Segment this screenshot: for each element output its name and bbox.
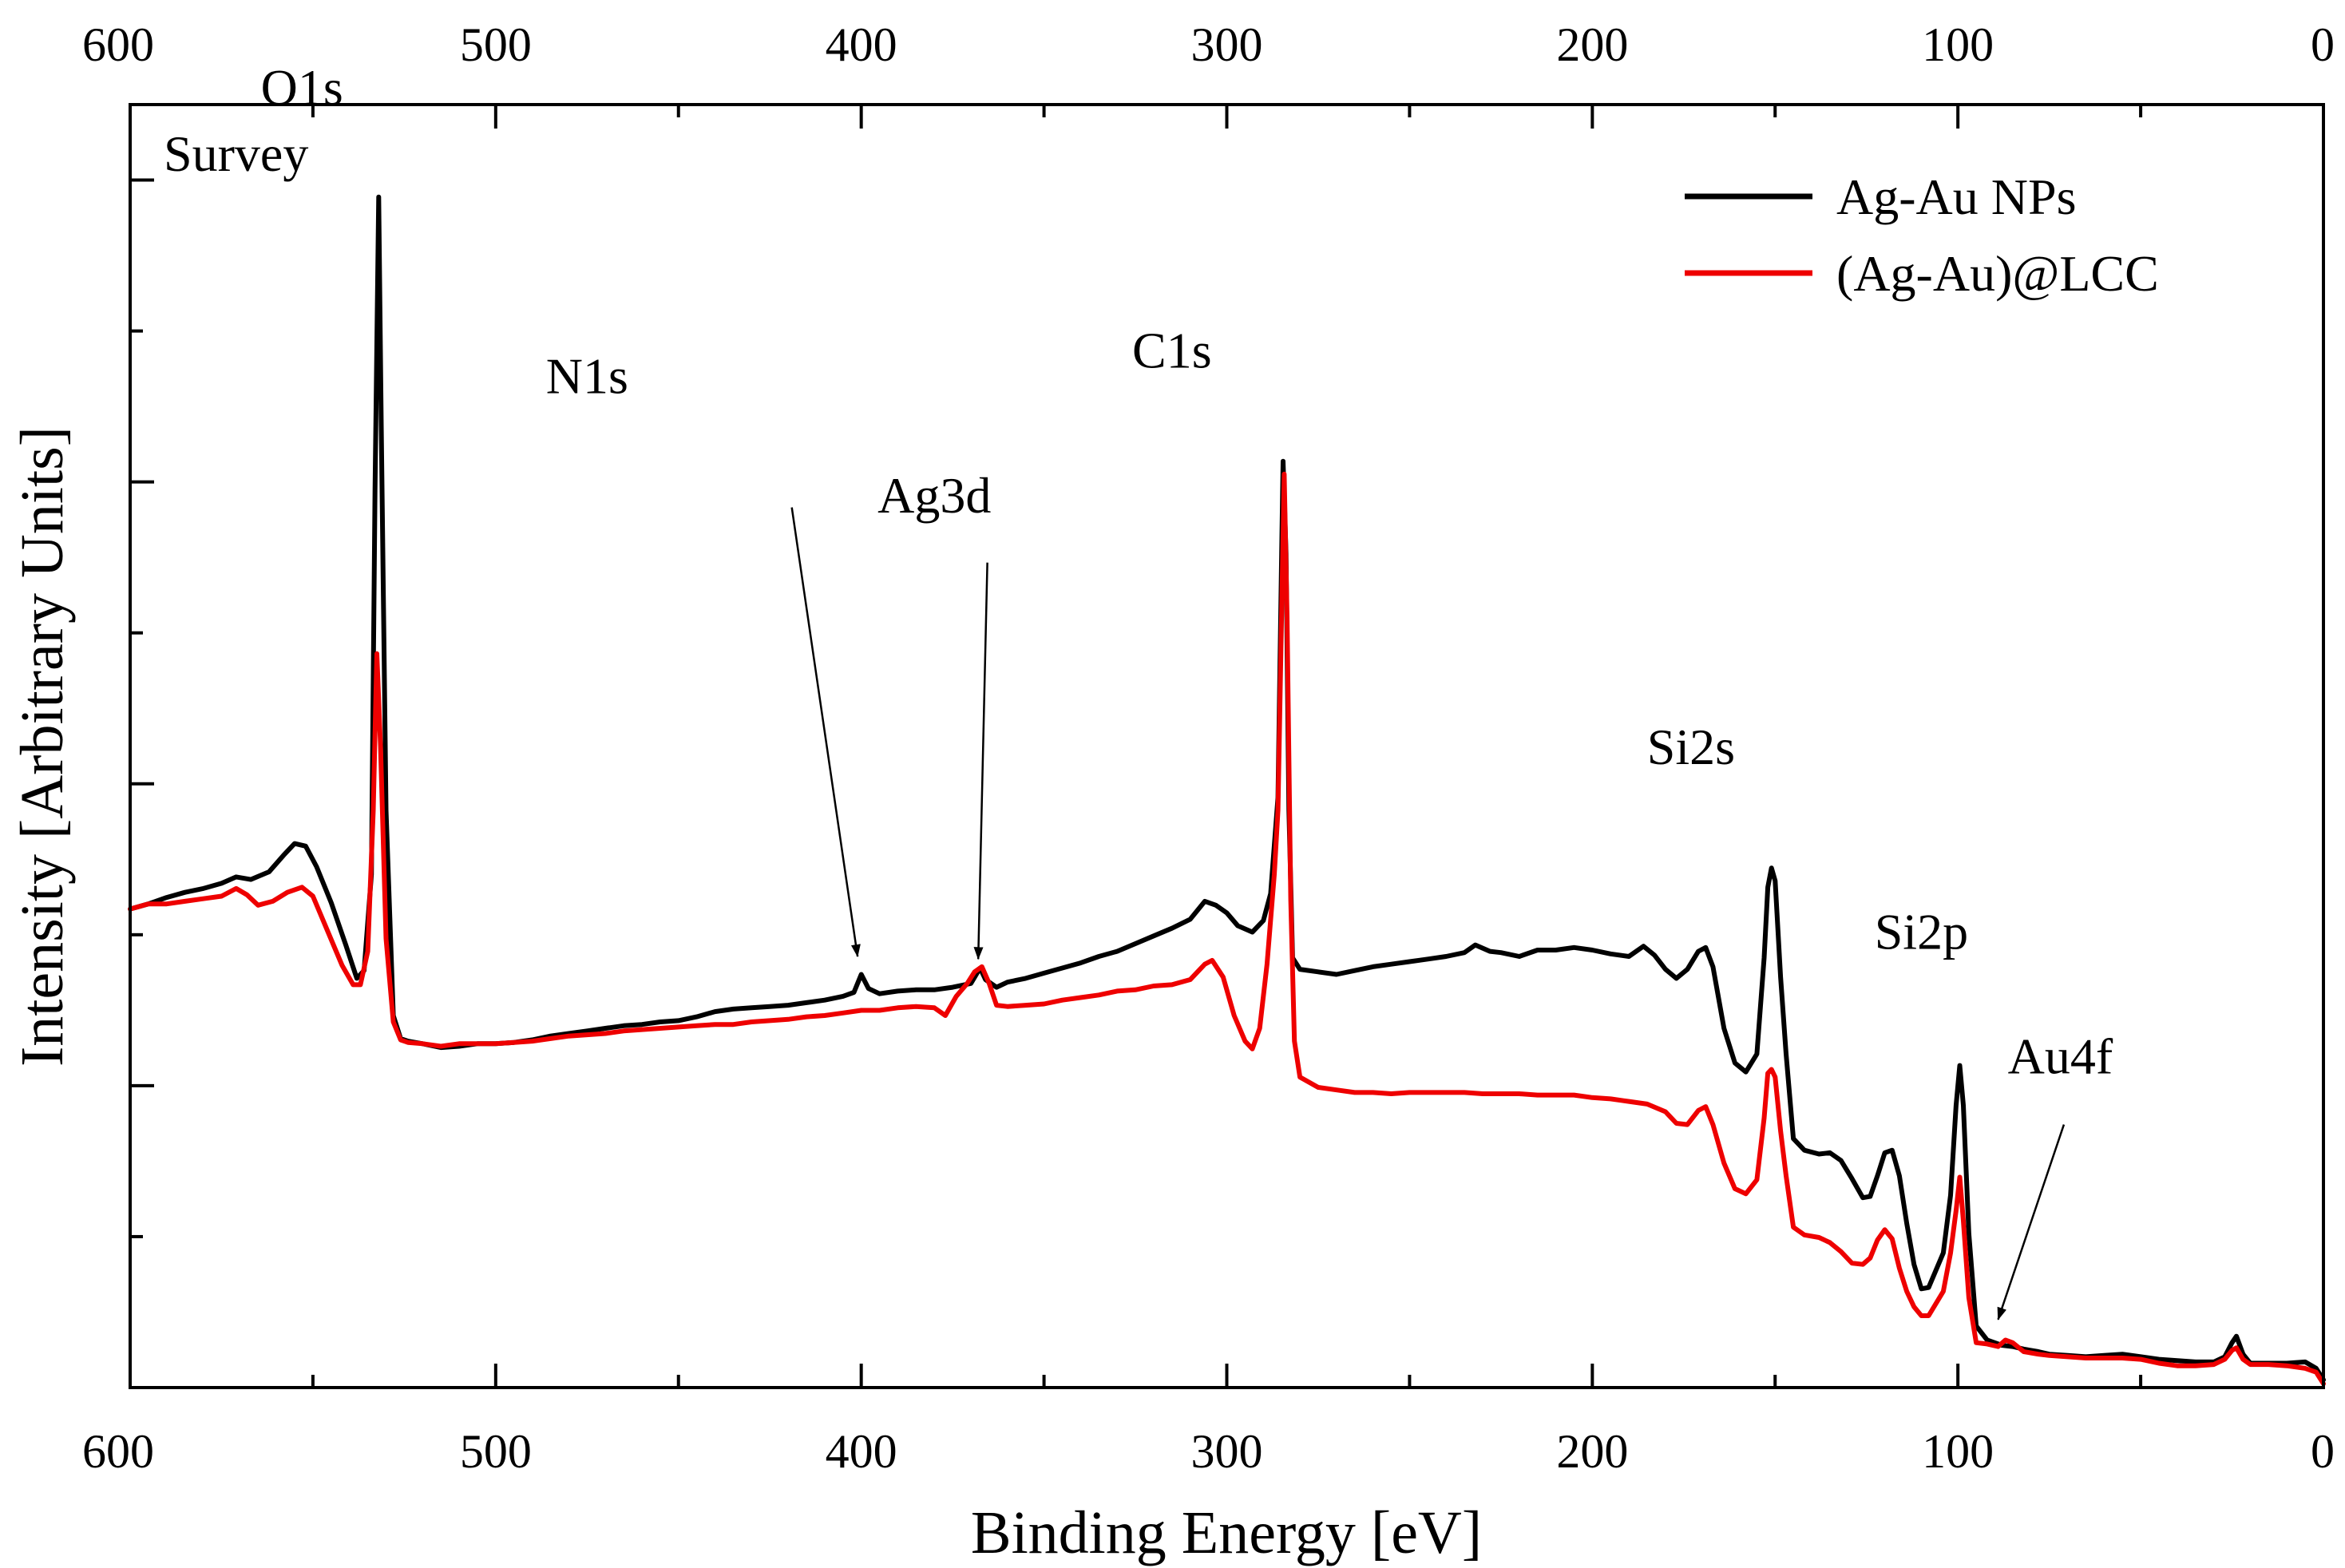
x-tick-label-bottom: 100 <box>1922 1425 1994 1478</box>
series-line-ag-au-lcc <box>128 471 2326 1387</box>
peak-label-o1s: O1s <box>261 59 343 116</box>
peak-label-ag3d: Ag3d <box>877 467 991 524</box>
x-tick-label-top: 300 <box>1191 18 1263 71</box>
panel-label: Survey <box>164 125 308 182</box>
legend: Ag-Au NPs (Ag-Au)@LCC <box>1685 168 2159 302</box>
x-tick-label-bottom: 200 <box>1556 1425 1628 1478</box>
y-axis-label: Intensity [Arbitrary Units] <box>9 426 76 1067</box>
x-tick-label-top: 200 <box>1556 18 1628 71</box>
peak-label-si2p: Si2p <box>1875 903 1968 960</box>
series-layer <box>128 194 2326 1387</box>
x-tick-label-bottom: 300 <box>1191 1425 1263 1478</box>
x-tick-label-top: 500 <box>460 18 532 71</box>
x-tick-label-bottom: 0 <box>2311 1425 2335 1478</box>
x-tick-label-top: 400 <box>826 18 897 71</box>
x-tick-label-top: 0 <box>2311 18 2335 71</box>
series-line-ag-au-nps <box>128 194 2326 1383</box>
peak-arrow-n1s <box>790 507 861 958</box>
x-tick-label-top: 100 <box>1922 18 1994 71</box>
peak-label-c1s: C1s <box>1132 322 1212 378</box>
x-tick-label-top: 600 <box>82 18 154 71</box>
x-tick-label-bottom: 500 <box>460 1425 532 1478</box>
tick-layer: 600 600 500 500 400 400 300 300 200 200 100 100 0 0 <box>82 18 2335 1478</box>
peak-label-si2s: Si2s <box>1647 719 1735 775</box>
legend-label-ag-au-lcc: (Ag-Au)@LCC <box>1836 245 2159 302</box>
x-tick-label-bottom: 600 <box>82 1425 154 1478</box>
peak-label-n1s: N1s <box>546 348 628 405</box>
annotation-layer: O1s N1s Ag3d C1s Si2s Si2p Au4f <box>261 59 2113 1321</box>
x-tick-label-bottom: 400 <box>826 1425 897 1478</box>
peak-arrow-au4f <box>1997 1124 2066 1321</box>
peak-arrow-ag3d <box>973 562 988 960</box>
legend-label-ag-au-nps: Ag-Au NPs <box>1836 168 2076 225</box>
peak-label-au4f: Au4f <box>2008 1028 2113 1084</box>
x-axis-label: Binding Energy [eV] <box>971 1499 1482 1566</box>
